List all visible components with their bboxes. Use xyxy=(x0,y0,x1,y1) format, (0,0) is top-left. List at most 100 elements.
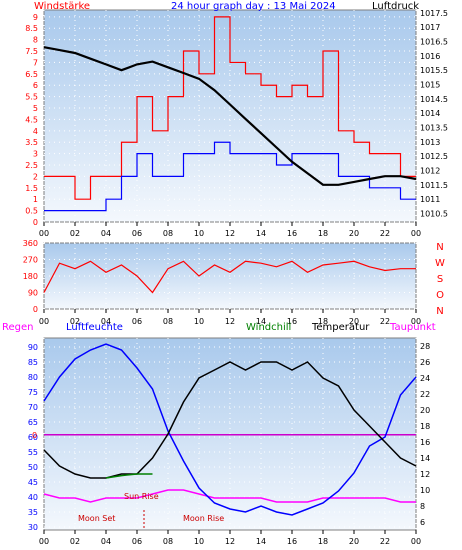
panel1-left-tick-label: 2.5 xyxy=(25,161,38,170)
panel1-left-tick-label: 7 xyxy=(33,58,38,67)
panel3-right-tick-label: 16 xyxy=(420,438,430,447)
panel1-left-tick-label: 1.5 xyxy=(25,184,38,193)
panel2-left-tick-label: 0 xyxy=(33,305,38,314)
sun-rise-annotation: Sun Rise xyxy=(124,492,159,501)
panel1-right-tick-label: 1016 xyxy=(420,52,440,61)
panel3-legend-item: Temperatur xyxy=(311,322,370,333)
panel3-x-tick-label: 02 xyxy=(70,537,80,546)
panel2-x-tick-label: 20 xyxy=(349,317,359,326)
panel1-x-tick-label: 20 xyxy=(349,229,359,238)
wind-average-series xyxy=(44,141,416,212)
panel1-title: 24 hour graph day : 13 Mai 2024 xyxy=(171,1,336,12)
panel1-x-tick-label: 06 xyxy=(132,229,142,238)
panel1-left-tick-label: 3.5 xyxy=(25,138,38,147)
panel1-right-tick-label: 1015 xyxy=(420,80,440,89)
panel1-left-tick-label: 6 xyxy=(33,81,38,90)
panel2-compass-letter: W xyxy=(435,258,445,269)
panel2-x-tick-label: 14 xyxy=(256,317,266,326)
panel1-right-tick-label: 1014 xyxy=(420,109,440,118)
panel1-x-tick-label: 10 xyxy=(194,229,204,238)
panel3-left-tick-label: 30 xyxy=(28,523,38,532)
panel2-left-tick-label: 270 xyxy=(23,256,38,265)
panel2-compass-letter: N xyxy=(436,306,443,317)
panel3-left-tick-label: 85 xyxy=(28,358,38,367)
panel1-x-tick-label: 00 xyxy=(39,229,49,238)
panel3-right-tick-label: 14 xyxy=(420,454,430,463)
panel1-x-tick-label: 22 xyxy=(380,229,390,238)
panel1-left-axis-label: Windstärke xyxy=(34,1,90,12)
panel2-x-tick-label: 18 xyxy=(318,317,328,326)
panel3-x-tick-label: 18 xyxy=(318,537,328,546)
panel1-left-tick-label: 8 xyxy=(33,36,38,45)
panel2-x-tick-label: 00 xyxy=(411,317,421,326)
panel1-left-tick-label: 0 xyxy=(33,218,38,227)
panel3-right-tick-label: 28 xyxy=(420,342,430,351)
panel3-left-tick-label: 90 xyxy=(28,343,38,352)
panel3-right-tick-label: 10 xyxy=(420,486,430,495)
moon-rise-annotation: Moon Rise xyxy=(183,514,224,523)
panel1-right-tick-label: 1011.5 xyxy=(420,181,448,190)
panel2-x-tick-label: 00 xyxy=(39,317,49,326)
panel3-x-tick-label: 10 xyxy=(194,537,204,546)
panel3-x-tick-label: 14 xyxy=(256,537,266,546)
panel2-x-tick-label: 04 xyxy=(101,317,111,326)
panel1-right-tick-label: 1015.5 xyxy=(420,66,448,75)
moon-set-annotation: Moon Set xyxy=(78,514,115,523)
panel1-left-tick-label: 5.5 xyxy=(25,93,38,102)
panel1-x-tick-label: 18 xyxy=(318,229,328,238)
panel3-x-tick-label: 22 xyxy=(380,537,390,546)
dewpoint-series xyxy=(43,489,416,503)
panel3-right-tick-label: 12 xyxy=(420,470,430,479)
panel3-right-tick-label: 8 xyxy=(420,502,425,511)
panel1-right-tick-label: 1011 xyxy=(420,195,440,204)
panel3-legend-item: Windchill xyxy=(246,322,291,333)
windchill-series xyxy=(105,473,153,479)
panel1-left-tick-label: 4 xyxy=(33,127,38,136)
rain-zero-label: 0 xyxy=(32,431,37,440)
pressure-series xyxy=(43,46,417,186)
panel1-left-tick-label: 0.5 xyxy=(25,207,38,216)
panel1-left-tick-label: 6.5 xyxy=(25,70,38,79)
panel3-x-tick-label: 08 xyxy=(163,537,173,546)
panel3-left-tick-label: 60 xyxy=(28,433,38,442)
panel1-x-tick-label: 16 xyxy=(287,229,297,238)
panel3-left-tick-label: 75 xyxy=(28,388,38,397)
panel1-right-tick-label: 1016.5 xyxy=(420,38,448,47)
panel1-left-tick-label: 4.5 xyxy=(25,115,38,124)
panel3-left-tick-label: 35 xyxy=(28,508,38,517)
panel1-left-tick-label: 9 xyxy=(33,13,38,22)
panel3-left-tick-label: 45 xyxy=(28,478,38,487)
panel3-left-tick-label: 55 xyxy=(28,448,38,457)
panel2-x-tick-label: 16 xyxy=(287,317,297,326)
panel3-right-tick-label: 24 xyxy=(420,374,430,383)
panel3-x-tick-label: 00 xyxy=(39,537,49,546)
panel3-left-tick-label: 70 xyxy=(28,403,38,412)
panel3-x-tick-label: 00 xyxy=(411,537,421,546)
panel2-x-tick-label: 22 xyxy=(380,317,390,326)
panel1-left-tick-label: 1 xyxy=(33,195,38,204)
panel2-left-tick-label: 180 xyxy=(23,272,38,281)
panel3-x-tick-label: 04 xyxy=(101,537,111,546)
panel1-right-tick-label: 1017 xyxy=(420,23,440,32)
panel2-x-tick-label: 12 xyxy=(225,317,235,326)
panel3-right-tick-label: 6 xyxy=(420,518,425,527)
panel3-left-tick-label: 65 xyxy=(28,418,38,427)
panel3-right-tick-label: 20 xyxy=(420,406,430,415)
wind-gust-series xyxy=(44,16,416,200)
panel3-x-tick-label: 20 xyxy=(349,537,359,546)
panel3-right-tick-label: 18 xyxy=(420,422,430,431)
panel3-legend-item: Taupunkt xyxy=(389,322,436,333)
panel2-left-tick-label: 90 xyxy=(28,289,38,298)
panel3-left-tick-label: 80 xyxy=(28,373,38,382)
panel1-x-tick-label: 12 xyxy=(225,229,235,238)
panel2-x-tick-label: 02 xyxy=(70,317,80,326)
panel3-right-tick-label: 26 xyxy=(420,358,430,367)
panel1-left-tick-label: 5 xyxy=(33,104,38,113)
panel2-x-tick-label: 08 xyxy=(163,317,173,326)
panel2-left-tick-label: 360 xyxy=(23,239,38,248)
panel2-compass-letter: N xyxy=(436,242,443,253)
humidity-series xyxy=(43,343,417,516)
panel1-left-tick-label: 3 xyxy=(33,150,38,159)
panel2-compass-letter: O xyxy=(436,290,444,301)
panel1-right-tick-label: 1013 xyxy=(420,138,440,147)
